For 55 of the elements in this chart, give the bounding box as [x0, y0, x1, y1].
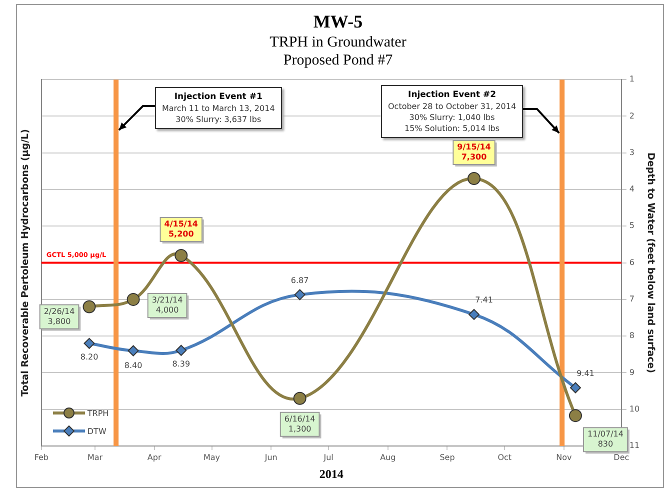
- data-label: 6/16/14 1,300: [284, 414, 316, 434]
- x-tick-label: Nov: [556, 452, 572, 462]
- x-tick-label: Jul: [322, 452, 334, 462]
- data-label: 7.41: [475, 296, 493, 305]
- x-tick-label: Jun: [264, 452, 278, 462]
- data-label: 8.40: [124, 360, 142, 370]
- point: [568, 409, 582, 422]
- y2-tick-label: 10: [629, 404, 640, 414]
- y2-axis-title: Depth to Water (feet below land surface): [644, 152, 656, 374]
- data-label: 8.20: [80, 352, 98, 362]
- point: [294, 289, 306, 300]
- y2-tick-label: 11: [629, 441, 640, 450]
- data-label: 6.87: [290, 276, 309, 285]
- y2-tick-label: 8: [629, 331, 635, 340]
- point: [468, 172, 481, 186]
- y2-tick-label: 2: [629, 111, 635, 120]
- point: [174, 248, 188, 262]
- point: [84, 338, 95, 349]
- x-tick-label: Dec: [614, 452, 630, 462]
- y2-tick-label: 4: [629, 184, 635, 194]
- y-axis-title: Total Recoverable Pertoleum Hydrocarbons (µg/L): [20, 129, 32, 397]
- y2-tick-label: 5: [629, 221, 635, 230]
- x-tick-label: Feb: [34, 452, 48, 462]
- annotation: Injection Event #1 March 11 to March 13, 2014 30% Slurry: 3,637 lbs: [162, 92, 275, 124]
- y2-tick-label: 6: [629, 258, 635, 267]
- data-label: 9.41: [576, 368, 594, 378]
- data-label: 11/07/14 830: [588, 430, 624, 449]
- y2-tick-label: 3: [629, 148, 635, 157]
- point: [82, 300, 96, 314]
- x-tick-label: Sep: [440, 452, 455, 462]
- point: [570, 382, 581, 394]
- point: [176, 344, 187, 356]
- x-tick-label: Aug: [380, 452, 396, 462]
- data-label: 8.39: [172, 359, 190, 368]
- point: [468, 308, 480, 320]
- point: [126, 292, 140, 306]
- chart-title: MW-5: [313, 11, 363, 32]
- data-label: 3/21/14 4,000: [152, 296, 183, 315]
- y2-tick-label: 9: [629, 368, 635, 377]
- data-label: 9/15/14 7,300: [457, 142, 492, 162]
- x-tick-label: Apr: [147, 452, 162, 462]
- point: [293, 392, 306, 405]
- x-axis-title: 2014: [319, 466, 344, 481]
- annotation: Injection Event #2 October 28 to October 31, 2014 30% Slurry: 1,040 lbs 15% Solution: 5,014 lbs: [388, 90, 516, 133]
- legend-label: TRPH: [87, 408, 109, 418]
- data-label: 4/15/14 5,200: [164, 220, 198, 239]
- x-tick-label: May: [203, 452, 220, 462]
- data-label: 2/26/14 3,800: [44, 306, 75, 326]
- x-tick-label: Mar: [87, 452, 104, 462]
- x-tick-label: Oct: [498, 452, 512, 462]
- y2-tick-label: 7: [629, 294, 635, 304]
- legend-label: DTW: [87, 426, 106, 436]
- y2-tick-label: 1: [629, 74, 635, 84]
- point: [128, 345, 139, 356]
- chart-subtitle: TRPH in Groundwater Proposed Pond #7: [270, 34, 406, 69]
